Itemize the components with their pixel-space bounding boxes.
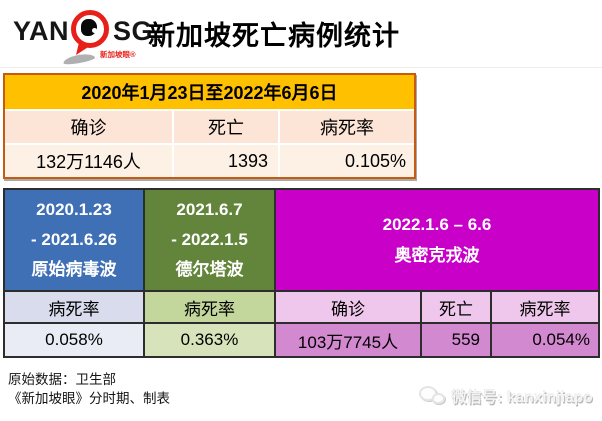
wave2-metric-label: 病死率 (145, 292, 274, 322)
wave2-period-line2: - 2022.1.5 (171, 230, 248, 249)
wave3-deaths-value: 559 (422, 324, 490, 356)
wave1-name: 原始病毒波 (31, 260, 117, 279)
masthead: YAN SG 新加坡眼® 新加坡死亡病例统计 (0, 0, 602, 68)
overall-stats-table: 2020年1月23日至2022年6月6日 确诊 死亡 病死率 132万1146人… (3, 73, 416, 179)
col-header-cfr: 病死率 (280, 111, 414, 143)
wechat-icon (418, 385, 445, 407)
col-header-confirmed: 确诊 (5, 111, 172, 143)
waves-table: 2020.1.23 - 2021.6.26 原始病毒波 2021.6.7 - 2… (3, 188, 600, 358)
source-line2: 《新加坡眼》分时期、制表 (8, 391, 170, 406)
data-source-note: 原始数据：卫生部 《新加坡眼》分时期、制表 (8, 370, 170, 408)
wave3-confirmed-value: 103万7745人 (276, 324, 420, 356)
wave3-header-deaths: 死亡 (422, 292, 490, 322)
period-header: 2020年1月23日至2022年6月6日 (5, 75, 414, 109)
value-confirmed: 132万1146人 (5, 145, 172, 177)
wave2-cfr-value: 0.363% (145, 324, 274, 356)
wave2-period-line1: 2021.6.7 (176, 200, 243, 219)
wave2-name: 德尔塔波 (175, 260, 244, 279)
wave1-metric-label: 病死率 (5, 292, 143, 322)
pin-ring (71, 10, 109, 48)
wave3-cfr-value: 0.054% (492, 324, 598, 356)
wave1-period-line1: 2020.1.23 (36, 200, 112, 219)
wave-header-original: 2020.1.23 - 2021.6.26 原始病毒波 (5, 190, 143, 290)
wave3-name: 奥密克戎波 (394, 246, 480, 265)
source-line1: 原始数据：卫生部 (8, 372, 116, 387)
wave1-period-line2: - 2021.6.26 (30, 230, 117, 249)
wechat-watermark: 微信号: kanxinjiapo (418, 385, 594, 407)
logo-sg-text: SG (113, 16, 154, 46)
yansg-logo: YAN SG 新加坡眼® (13, 10, 154, 66)
wave3-period: 2022.1.6 – 6.6 (382, 215, 492, 234)
wave3-header-confirmed: 确诊 (276, 292, 420, 322)
wave1-cfr-value: 0.058% (5, 324, 143, 356)
wave-header-omicron: 2022.1.6 – 6.6 奥密克戎波 (276, 190, 598, 290)
watermark-text: 微信号: kanxinjiapo (451, 388, 593, 406)
value-cfr: 0.105% (280, 145, 414, 177)
pin-glint (92, 28, 97, 33)
eye-pin-icon (71, 10, 113, 56)
col-header-deaths: 死亡 (174, 111, 278, 143)
logo-swoosh (62, 52, 96, 66)
page-title: 新加坡死亡病例统计 (148, 21, 400, 51)
value-deaths: 1393 (174, 145, 278, 177)
logo-subtext: 新加坡眼® (100, 50, 136, 59)
logo-yan-text: YAN (13, 16, 70, 46)
wave3-header-cfr: 病死率 (492, 292, 598, 322)
wave-header-delta: 2021.6.7 - 2022.1.5 德尔塔波 (145, 190, 274, 290)
wechat-bubble-small (431, 393, 445, 404)
